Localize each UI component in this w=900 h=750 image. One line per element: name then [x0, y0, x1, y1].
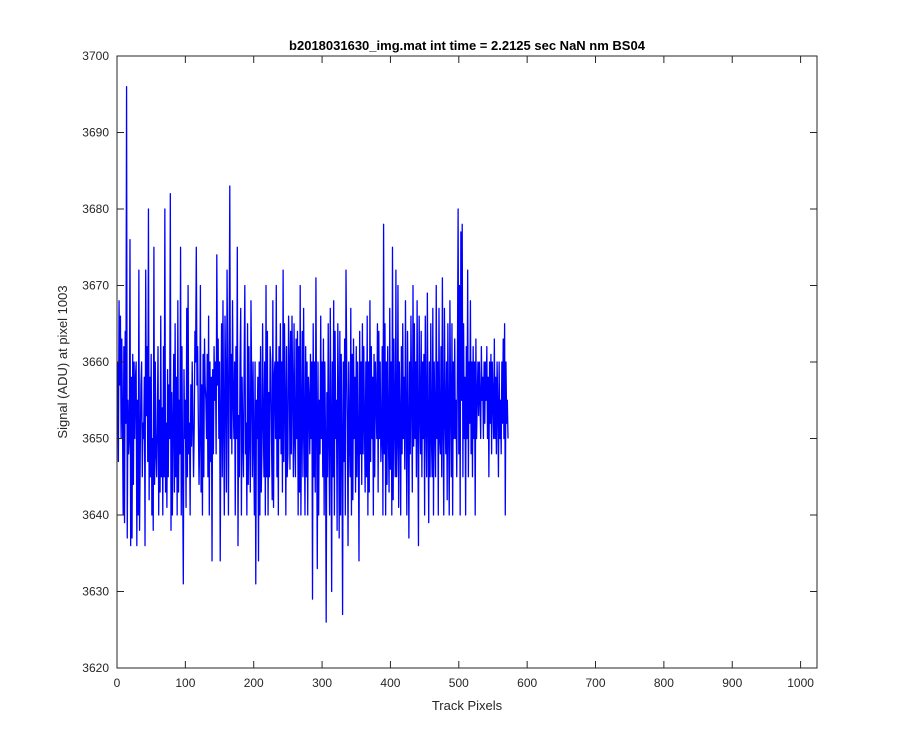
x-tick-label: 100 — [175, 676, 195, 690]
y-tick-label: 3640 — [82, 508, 109, 522]
x-tick-label: 200 — [244, 676, 264, 690]
y-tick-label: 3660 — [82, 355, 109, 369]
y-axis-ticks: 3620 3630 3640 3650 3660 3670 3680 3690 3700 — [82, 49, 817, 675]
chart-title: b2018031630_img.mat int time = 2.2125 se… — [289, 38, 646, 53]
x-tick-label: 900 — [722, 676, 742, 690]
series-line-1 — [117, 85, 509, 623]
y-tick-label: 3690 — [82, 126, 109, 140]
x-tick-label: 500 — [449, 676, 469, 690]
x-tick-label: 300 — [312, 676, 332, 690]
y-tick-label: 3680 — [82, 202, 109, 216]
y-tick-label: 3630 — [82, 585, 109, 599]
x-tick-label: 700 — [586, 676, 606, 690]
series-layer — [117, 85, 509, 623]
y-tick-label: 3670 — [82, 279, 109, 293]
x-tick-label: 800 — [654, 676, 674, 690]
y-tick-label: 3700 — [82, 49, 109, 63]
x-tick-label: 600 — [517, 676, 537, 690]
y-tick-label: 3650 — [82, 432, 109, 446]
x-tick-label: 400 — [380, 676, 400, 690]
y-axis-label: Signal (ADU) at pixel 1003 — [55, 285, 70, 438]
x-tick-label: 0 — [114, 676, 121, 690]
x-axis-ticks: 0 100 200 300 400 500 600 700 800 900 1000 — [114, 56, 814, 690]
x-tick-label: 1000 — [787, 676, 814, 690]
x-axis-label: Track Pixels — [432, 698, 503, 713]
y-tick-label: 3620 — [82, 661, 109, 675]
